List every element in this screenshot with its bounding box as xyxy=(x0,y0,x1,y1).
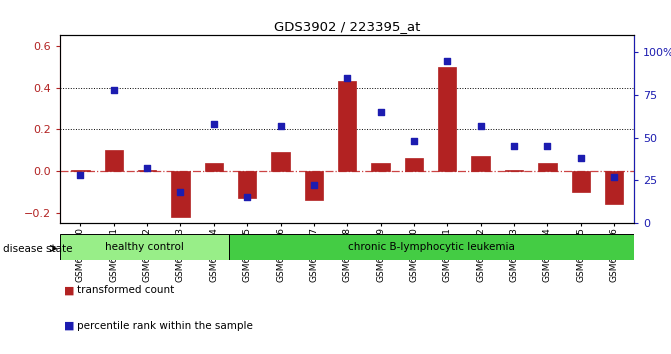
Bar xyxy=(605,171,623,204)
Point xyxy=(375,109,386,115)
Bar xyxy=(271,152,290,171)
Bar xyxy=(405,158,423,171)
Point xyxy=(442,58,453,64)
Text: percentile rank within the sample: percentile rank within the sample xyxy=(77,321,253,331)
Text: chronic B-lymphocytic leukemia: chronic B-lymphocytic leukemia xyxy=(348,242,515,252)
Bar xyxy=(305,171,323,200)
Point xyxy=(209,121,219,127)
Text: healthy control: healthy control xyxy=(105,242,185,252)
Point xyxy=(109,87,119,93)
Text: transformed count: transformed count xyxy=(77,285,174,295)
Bar xyxy=(229,234,634,260)
Bar xyxy=(572,171,590,192)
Point xyxy=(309,183,319,188)
Point xyxy=(275,123,286,129)
Point xyxy=(142,166,152,171)
Bar xyxy=(205,162,223,171)
Bar xyxy=(71,170,89,171)
Text: disease state: disease state xyxy=(3,244,73,253)
Bar xyxy=(105,150,123,171)
Point xyxy=(575,155,586,161)
Bar xyxy=(538,162,556,171)
Point xyxy=(509,143,519,149)
Bar xyxy=(372,162,390,171)
Point xyxy=(409,138,419,144)
Point xyxy=(75,172,86,178)
Bar xyxy=(138,170,156,171)
Bar xyxy=(472,156,490,171)
Point xyxy=(475,123,486,129)
Text: ■: ■ xyxy=(64,285,74,295)
Point xyxy=(342,75,353,81)
Bar xyxy=(238,171,256,198)
Bar xyxy=(338,81,356,171)
Bar xyxy=(60,234,229,260)
Point xyxy=(609,174,619,180)
Text: ■: ■ xyxy=(64,321,74,331)
Point xyxy=(542,143,553,149)
Bar xyxy=(438,67,456,171)
Title: GDS3902 / 223395_at: GDS3902 / 223395_at xyxy=(274,20,421,33)
Bar xyxy=(505,170,523,171)
Bar xyxy=(171,171,190,217)
Point xyxy=(175,189,186,195)
Point xyxy=(242,195,252,200)
